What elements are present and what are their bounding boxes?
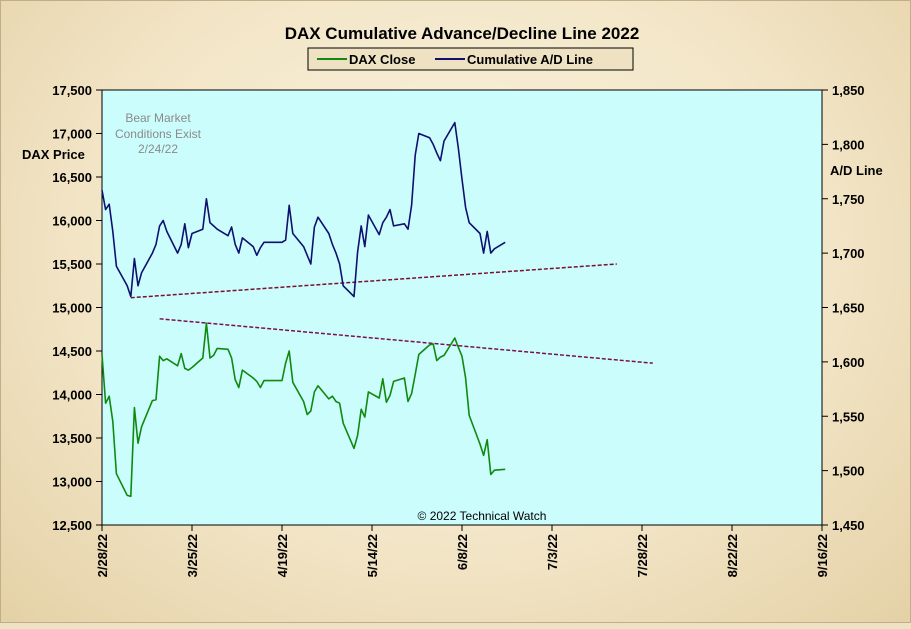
y-right-tick-label: 1,750 [832,192,865,207]
y-right-tick-label: 1,450 [832,518,865,533]
y-left-tick-label: 12,500 [52,518,92,533]
y-right-axis: 1,450 1,500 1,550 1,600 1,650 1,700 1,750 1,800… [822,83,865,533]
y-left-tick-label: 13,000 [52,475,92,490]
x-tick-label: 3/25/22 [185,534,200,577]
x-tick-label: 8/22/22 [725,534,740,577]
x-tick-label: 5/14/22 [365,534,380,577]
y-left-axis-label: DAX Price [22,147,85,162]
y-left-tick-label: 16,500 [52,170,92,185]
y-left-tick-label: 14,500 [52,344,92,359]
chart-title: DAX Cumulative Advance/Decline Line 2022 [285,24,640,43]
bear-market-line-2: Conditions Exist [115,127,202,141]
trendlines [130,263,653,364]
y-right-axis-label: A/D Line [830,163,883,178]
y-left-tick-label: 17,500 [52,83,92,98]
x-tick-label: 2/28/22 [95,534,110,577]
plot-area [101,89,823,526]
y-left-tick-label: 13,500 [52,431,92,446]
y-left-tick-label: 17,000 [52,127,92,142]
x-tick-label: 4/19/22 [275,534,290,577]
dax-close-line [101,322,506,498]
y-right-tick-label: 1,800 [832,137,865,152]
bear-market-line-3: 2/24/22 [138,142,178,156]
dax-resistance-trendline [159,318,653,364]
copyright-note: © 2022 Technical Watch [418,509,547,523]
y-right-tick-label: 1,650 [832,301,865,316]
y-right-tick-label: 1,600 [832,355,865,370]
y-right-tick-label: 1,850 [832,83,865,98]
y-right-tick-label: 1,550 [832,409,865,424]
series-lines [101,121,506,498]
cumulative-ad-line [101,121,506,298]
x-axis: 2/28/22 3/25/22 4/19/22 5/14/22 6/8/22 7/3/22… [95,525,830,577]
legend-label-ad-line: Cumulative A/D Line [467,52,593,67]
y-left-tick-label: 14,000 [52,388,92,403]
x-tick-label: 9/16/22 [815,534,830,577]
y-left-tick-label: 15,000 [52,301,92,316]
x-tick-label: 6/8/22 [455,534,470,570]
y-left-tick-label: 15,500 [52,257,92,272]
y-left-axis: 12,500 13,000 13,500 14,000 14,500 15,000 15,5… [52,83,102,533]
legend-label-dax-close: DAX Close [349,52,415,67]
bear-market-annotation: Bear Market Conditions Exist 2/24/22 [115,111,202,156]
ad-support-trendline [130,263,617,299]
y-right-tick-label: 1,700 [832,246,865,261]
legend-box [307,47,634,71]
y-left-tick-label: 16,000 [52,214,92,229]
y-right-tick-label: 1,500 [832,464,865,479]
legend: DAX Close Cumulative A/D Line [307,47,634,71]
x-tick-label: 7/3/22 [545,534,560,570]
x-tick-label: 7/28/22 [635,534,650,577]
bear-market-line-1: Bear Market [125,111,191,125]
